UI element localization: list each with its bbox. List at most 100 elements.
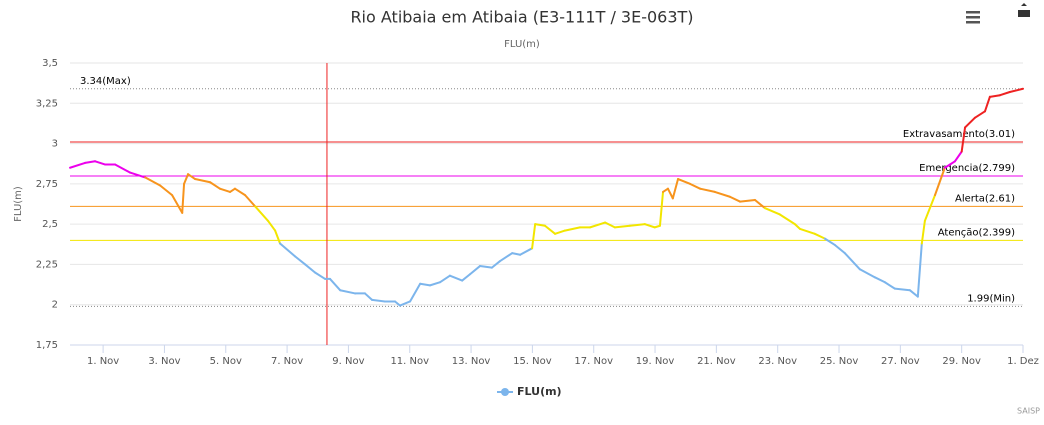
line-segment — [159, 184, 174, 197]
line-segment — [943, 163, 952, 169]
line-segment — [843, 252, 861, 271]
line-segment — [920, 219, 926, 245]
line-segment — [339, 289, 357, 295]
x-tick-label: 19. Nov — [636, 356, 675, 367]
line-segment — [604, 221, 616, 229]
line-segment — [129, 171, 147, 179]
line-segment — [589, 221, 607, 229]
line-segment — [728, 195, 741, 203]
line-segment — [171, 194, 184, 214]
line-segment — [254, 205, 270, 222]
line-segment — [923, 194, 936, 222]
line-segment — [187, 173, 197, 181]
line-segment — [398, 300, 412, 307]
line-segment — [666, 187, 674, 200]
line-segment — [823, 237, 837, 247]
line-segment — [543, 224, 557, 235]
line-segment — [84, 160, 97, 164]
line-segment — [677, 178, 692, 185]
line-segment — [883, 281, 896, 290]
line-segment — [799, 227, 816, 235]
line-segment — [244, 194, 257, 208]
x-tick-label: 17. Nov — [574, 356, 613, 367]
x-tick-label: 25. Nov — [820, 356, 859, 367]
chart-subtitle: FLU(m) — [504, 39, 540, 50]
line-segment — [371, 298, 386, 303]
line-segment — [304, 263, 316, 274]
limit-label: 1.99(Min) — [967, 293, 1015, 304]
x-tick-label: 21. Nov — [697, 356, 736, 367]
line-segment — [114, 163, 132, 174]
x-tick-label: 9. Nov — [332, 356, 364, 367]
menu-button[interactable] — [966, 11, 980, 24]
line-segment — [671, 178, 680, 200]
threshold-label: Alerta(2.61) — [955, 193, 1015, 204]
line-segment — [988, 94, 1002, 98]
legend-marker — [501, 388, 509, 396]
line-segment — [329, 277, 342, 292]
y-tick-label: 2 — [52, 300, 58, 311]
line-segment — [563, 226, 581, 232]
line-segment — [699, 187, 716, 193]
x-tick-label: 23. Nov — [758, 356, 797, 367]
y-tick-label: 1,75 — [36, 340, 58, 351]
x-tick-label: 11. Nov — [390, 356, 429, 367]
download-button[interactable] — [1018, 3, 1030, 17]
y-tick-label: 3,5 — [42, 58, 58, 69]
line-segment — [953, 150, 963, 163]
line-segment — [498, 252, 514, 263]
line-segment — [628, 223, 646, 227]
line-segment — [983, 95, 991, 113]
line-segment — [294, 255, 307, 266]
x-tick-label: 3. Nov — [148, 356, 180, 367]
line-segment — [763, 207, 781, 216]
line-segment — [534, 223, 546, 227]
line-segment — [873, 276, 886, 284]
line-segment — [916, 242, 923, 298]
line-segment — [439, 274, 451, 284]
line-segment — [274, 229, 282, 245]
line-segment — [960, 126, 967, 153]
line-segment — [738, 198, 757, 203]
line-segment — [893, 287, 911, 292]
x-tick-label: 1. Nov — [87, 356, 119, 367]
x-tick-label: 1. Dez — [1007, 356, 1039, 367]
y-tick-label: 2,25 — [36, 259, 58, 270]
line-segment — [519, 247, 534, 256]
y-tick-label: 2,5 — [42, 219, 58, 230]
line-segment — [94, 160, 107, 166]
limit-label: 3.34(Max) — [80, 76, 131, 87]
line-segment — [478, 265, 493, 269]
line-segment — [554, 229, 566, 235]
line-segment — [363, 292, 374, 301]
x-tick-label: 13. Nov — [452, 356, 491, 367]
line-segment — [658, 190, 665, 227]
line-segment — [999, 91, 1011, 97]
threshold-label: Extravasamento(3.01) — [903, 129, 1015, 140]
y-tick-label: 3,25 — [36, 98, 58, 109]
line-segment — [689, 182, 702, 190]
legend-label[interactable]: FLU(m) — [517, 385, 562, 398]
line-segment — [181, 182, 186, 214]
line-segment — [428, 281, 442, 287]
line-segment — [793, 223, 802, 230]
x-tick-label: 7. Nov — [271, 356, 303, 367]
line-segment — [754, 198, 766, 210]
x-tick-label: 15. Nov — [513, 356, 552, 367]
line-segment — [643, 223, 656, 229]
line-segment — [233, 187, 247, 197]
line-segment — [267, 219, 277, 232]
line-segment — [69, 161, 87, 169]
line-segment — [218, 187, 232, 193]
line-segment — [394, 300, 401, 307]
line-segment — [409, 282, 422, 303]
line-segment — [279, 242, 297, 258]
line-segment — [144, 176, 162, 187]
y-tick-label: 2,75 — [36, 179, 58, 190]
y-tick-label: 3 — [52, 139, 58, 150]
line-segment — [1008, 87, 1024, 94]
line-segment — [973, 110, 986, 119]
line-segment — [778, 213, 796, 226]
line-segment — [531, 223, 537, 250]
